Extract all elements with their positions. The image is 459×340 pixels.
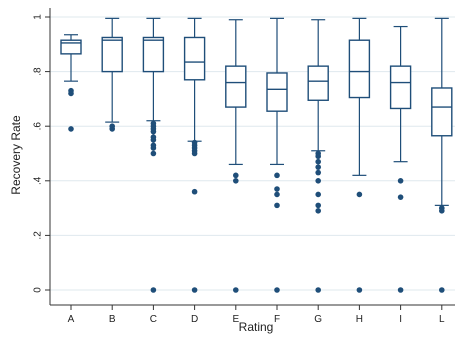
outlier-point [274, 202, 280, 209]
box-G [307, 19, 329, 293]
outlier-point [274, 186, 280, 192]
box-iqr [431, 87, 453, 137]
x-tick-label: D [191, 314, 198, 325]
box-iqr [183, 36, 206, 81]
box-iqr [266, 72, 288, 112]
box-iqr [101, 36, 123, 73]
x-tick-label: G [314, 314, 322, 325]
x-tick-label: I [399, 314, 402, 325]
boxes [60, 17, 453, 293]
x-tick-label: C [150, 314, 157, 325]
y-tick-label: .8 [33, 67, 44, 76]
outlier-point [315, 153, 322, 160]
box-F [266, 17, 288, 293]
outlier-point [315, 191, 322, 198]
outlier-point [150, 128, 157, 135]
x-tick-label: A [68, 314, 75, 325]
outlier-point [397, 194, 404, 200]
outlier-point [315, 158, 322, 165]
outlier-point [274, 287, 280, 293]
outlier-point [150, 137, 157, 143]
outlier-point [356, 287, 363, 293]
box-L [431, 17, 453, 293]
outlier-point [191, 150, 198, 157]
outlier-point [274, 172, 280, 179]
y-tick-label: 0 [33, 287, 44, 293]
outlier-point [150, 150, 157, 157]
y-tick-label: 1 [33, 14, 44, 20]
box-I [389, 25, 412, 293]
outlier-point [439, 287, 445, 293]
outlier-point [397, 287, 404, 293]
outlier-point [191, 188, 198, 195]
box-B [101, 17, 123, 132]
y-axis-title: Recovery Rate [9, 115, 23, 195]
x-tick-label: L [439, 314, 445, 325]
outlier-point [315, 208, 322, 214]
box-iqr [142, 36, 165, 73]
y-tick-label: .6 [33, 122, 44, 131]
x-axis-title: Rating [239, 320, 274, 334]
outlier-point [191, 287, 198, 293]
outlier-point [109, 126, 115, 132]
x-tick-label: B [109, 314, 116, 325]
outlier-point [315, 202, 322, 209]
box-C [142, 17, 165, 293]
box-A [60, 34, 82, 132]
outlier-point [397, 178, 404, 184]
outlier-point [233, 172, 239, 179]
outlier-point [68, 126, 74, 132]
outlier-point [233, 178, 239, 184]
outlier-point [315, 287, 322, 293]
box-H [348, 17, 371, 293]
box-iqr [389, 65, 412, 110]
outlier-point [150, 145, 157, 151]
outlier-point [68, 90, 74, 97]
outlier-point [150, 287, 157, 293]
gridlines [50, 16, 455, 291]
x-tick-label: F [274, 314, 280, 325]
outlier-point [233, 287, 239, 293]
box-iqr [307, 65, 329, 101]
box-D [183, 17, 206, 293]
y-tick-label: .4 [33, 176, 44, 185]
outlier-point [356, 191, 363, 198]
outlier-point [439, 208, 445, 214]
outlier-point [315, 178, 322, 184]
y-axis: 0 .2 .4 .6 .8 1 [33, 8, 51, 305]
box-iqr [225, 65, 247, 108]
outlier-point [315, 164, 322, 170]
outlier-point [315, 169, 322, 176]
y-tick-label: .2 [33, 231, 44, 240]
x-tick-label: H [356, 314, 363, 325]
box-iqr [348, 39, 371, 99]
outlier-point [274, 191, 280, 198]
x-tick-label: E [232, 314, 239, 325]
box-E [225, 19, 247, 293]
